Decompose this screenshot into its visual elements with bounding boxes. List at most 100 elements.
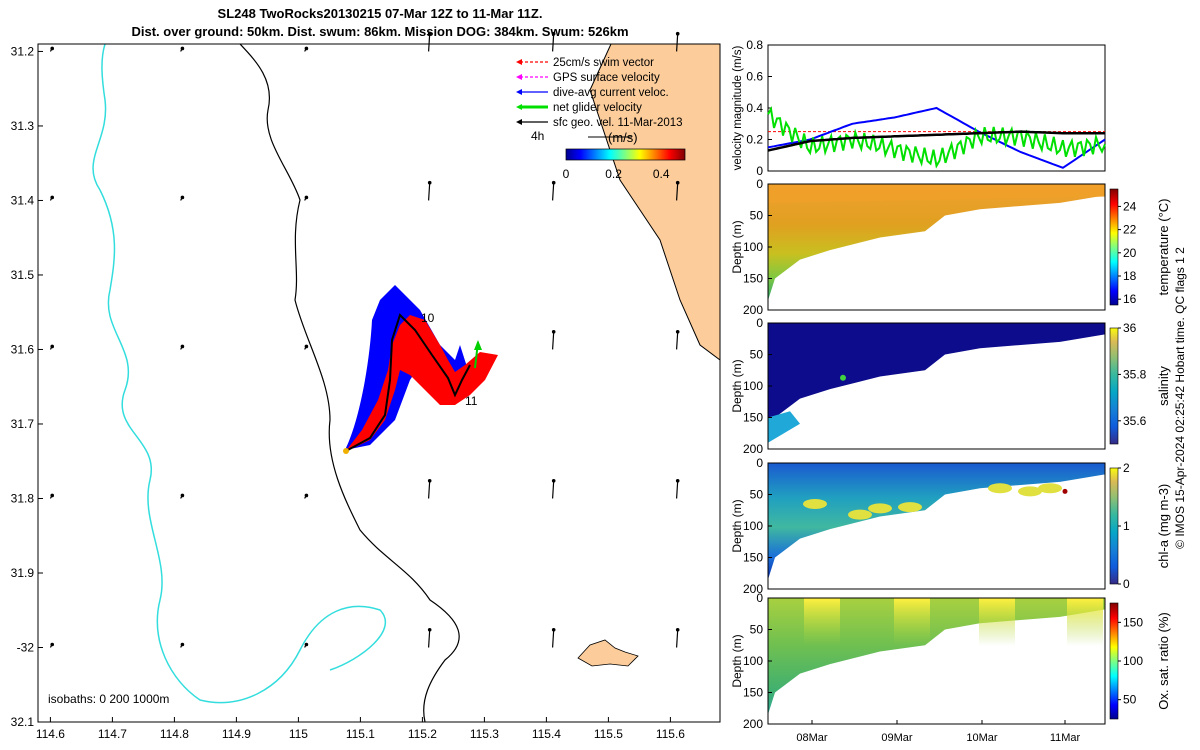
colorbar-tick-label: 22 — [1123, 223, 1137, 237]
map-y-tick-label: 32.1 — [11, 715, 35, 729]
depth-tick-label: 100 — [743, 379, 763, 393]
current-arrow — [676, 33, 679, 52]
current-arrow — [676, 480, 679, 499]
map-legend: 25cm/s swim vector GPS surface velocity di… — [516, 57, 683, 129]
current-arrow — [428, 182, 431, 201]
velocity-series-line — [767, 106, 1106, 169]
velocity-series-line — [767, 130, 1105, 152]
colorbar-label: salinity — [1156, 366, 1171, 406]
depth-tick-label: 0 — [756, 456, 763, 470]
section-field — [768, 598, 1105, 715]
depth-tick-label: 150 — [743, 411, 763, 425]
colorbar-tick-label: 50 — [1123, 693, 1137, 707]
map-x-tick-label: 115.6 — [656, 727, 685, 741]
depth-tick-label: 200 — [743, 303, 763, 317]
velocity-y-tick-label: 0 — [756, 164, 763, 178]
day-label-11: 11 — [465, 394, 478, 408]
figure-title-line1: SL248 TwoRocks20130215 07-Mar 12Z to 11-… — [217, 6, 543, 21]
current-arrow — [676, 331, 679, 350]
depth-tick-label: 0 — [756, 591, 763, 605]
map-panel: 10 11 114.6 114.7 114.8 114.9 115 115.1 115.2 1… — [11, 31, 721, 741]
current-arrowhead — [551, 31, 556, 36]
oxygen-high-patch — [894, 598, 930, 646]
depth-tick-label: 150 — [743, 551, 763, 565]
map-x-tick-label: 114.9 — [222, 727, 251, 741]
current-arrow — [428, 629, 431, 648]
section-field — [768, 463, 1105, 580]
net-velocity-arrowhead — [474, 340, 482, 350]
speed-colorbar — [565, 148, 686, 161]
glider-track — [345, 313, 471, 452]
velocity-panel: 0 0.2 0.4 0.6 0.8 velocity magnitude (m/s) — [732, 38, 1106, 178]
colorbar-tick-label: 0 — [1123, 577, 1130, 591]
map-x-tick-label: 114.6 — [36, 727, 65, 741]
map-y-tick-label: 31.2 — [11, 44, 35, 58]
velocity-series-line — [767, 106, 1106, 169]
map-x-tick-label: 115 — [289, 727, 308, 741]
map-x-tick-label: 115.2 — [408, 727, 437, 741]
speed-colorbar-tick-label: 0.4 — [653, 167, 670, 181]
current-arrowhead — [551, 180, 556, 185]
current-arrowhead — [180, 642, 185, 647]
legend-arrowhead — [516, 89, 522, 95]
current-arrowhead — [675, 180, 680, 185]
current-arrowhead — [427, 627, 432, 632]
current-arrowhead — [675, 478, 680, 483]
chl-maximum-patch — [803, 498, 827, 509]
legend-arrowhead — [516, 104, 522, 110]
colorbar-title: (m/s) — [608, 130, 638, 145]
map-x-tick-label: 114.7 — [98, 727, 127, 741]
depth-tick-label: 50 — [750, 348, 764, 362]
coastline — [589, 44, 720, 361]
current-arrow — [552, 629, 555, 648]
speed-colorbar-tick-label: 0 — [563, 167, 570, 181]
current-arrowhead — [50, 493, 55, 498]
current-arrowhead — [50, 195, 55, 200]
chl-maximum-patch — [1038, 483, 1062, 494]
colorbar-tick-label: 36 — [1123, 321, 1137, 335]
depth-tick-label: 200 — [743, 442, 763, 456]
section-salinity-spot — [840, 374, 846, 381]
isobaths-label: isobaths: 0 200 1000m — [48, 692, 169, 706]
legend-label: 25cm/s swim vector — [553, 57, 654, 69]
legend-label: dive-avg current veloc. — [553, 87, 669, 99]
colorbar-tick-label: 20 — [1123, 246, 1137, 260]
velocity-y-tick-label: 0.8 — [746, 38, 763, 52]
legend-arrowhead — [516, 119, 522, 125]
current-arrowhead — [304, 344, 309, 349]
chl-maximum-patch — [848, 509, 872, 520]
section-colorbar — [1109, 602, 1119, 720]
map-y-tick-label: 31.9 — [11, 566, 35, 580]
map-x-tick-label: 115.4 — [532, 727, 561, 741]
depth-tick-label: 50 — [750, 623, 764, 637]
colorbar-tick-label: 150 — [1123, 615, 1143, 629]
chl-maximum-patch — [1018, 486, 1042, 497]
velocity-y-axis: 0 0.2 0.4 0.6 0.8 — [746, 38, 772, 178]
legend-arrowhead — [516, 59, 522, 65]
section-ylabel: Depth (m) — [730, 634, 744, 687]
depth-tick-label: 200 — [743, 717, 763, 731]
chl-maximum-patch — [868, 503, 892, 514]
section-ylabel: Depth (m) — [730, 359, 744, 412]
colorbar-tick-label: 18 — [1123, 269, 1137, 283]
current-arrow — [676, 629, 679, 648]
map-x-tick-label: 114.8 — [160, 727, 189, 741]
section-colorbar — [1109, 327, 1119, 445]
section-low-salinity — [768, 411, 800, 443]
current-arrow — [676, 182, 679, 201]
current-arrowhead — [675, 627, 680, 632]
time-axis: 08Mar 09Mar 10Mar 11Mar — [796, 720, 1081, 744]
colorbar-tick-label: 100 — [1123, 654, 1143, 668]
chl-maximum-patch — [898, 502, 922, 513]
current-arrowhead — [50, 642, 55, 647]
depth-tick-label: 0 — [756, 177, 763, 191]
track-start-marker — [343, 448, 349, 454]
current-arrowhead — [427, 478, 432, 483]
depth-tick-label: 100 — [743, 519, 763, 533]
section-ylabel: Depth (m) — [730, 499, 744, 552]
day-label-10: 10 — [421, 311, 435, 325]
chl-peak-dot — [1062, 488, 1068, 494]
current-arrow — [552, 182, 555, 201]
